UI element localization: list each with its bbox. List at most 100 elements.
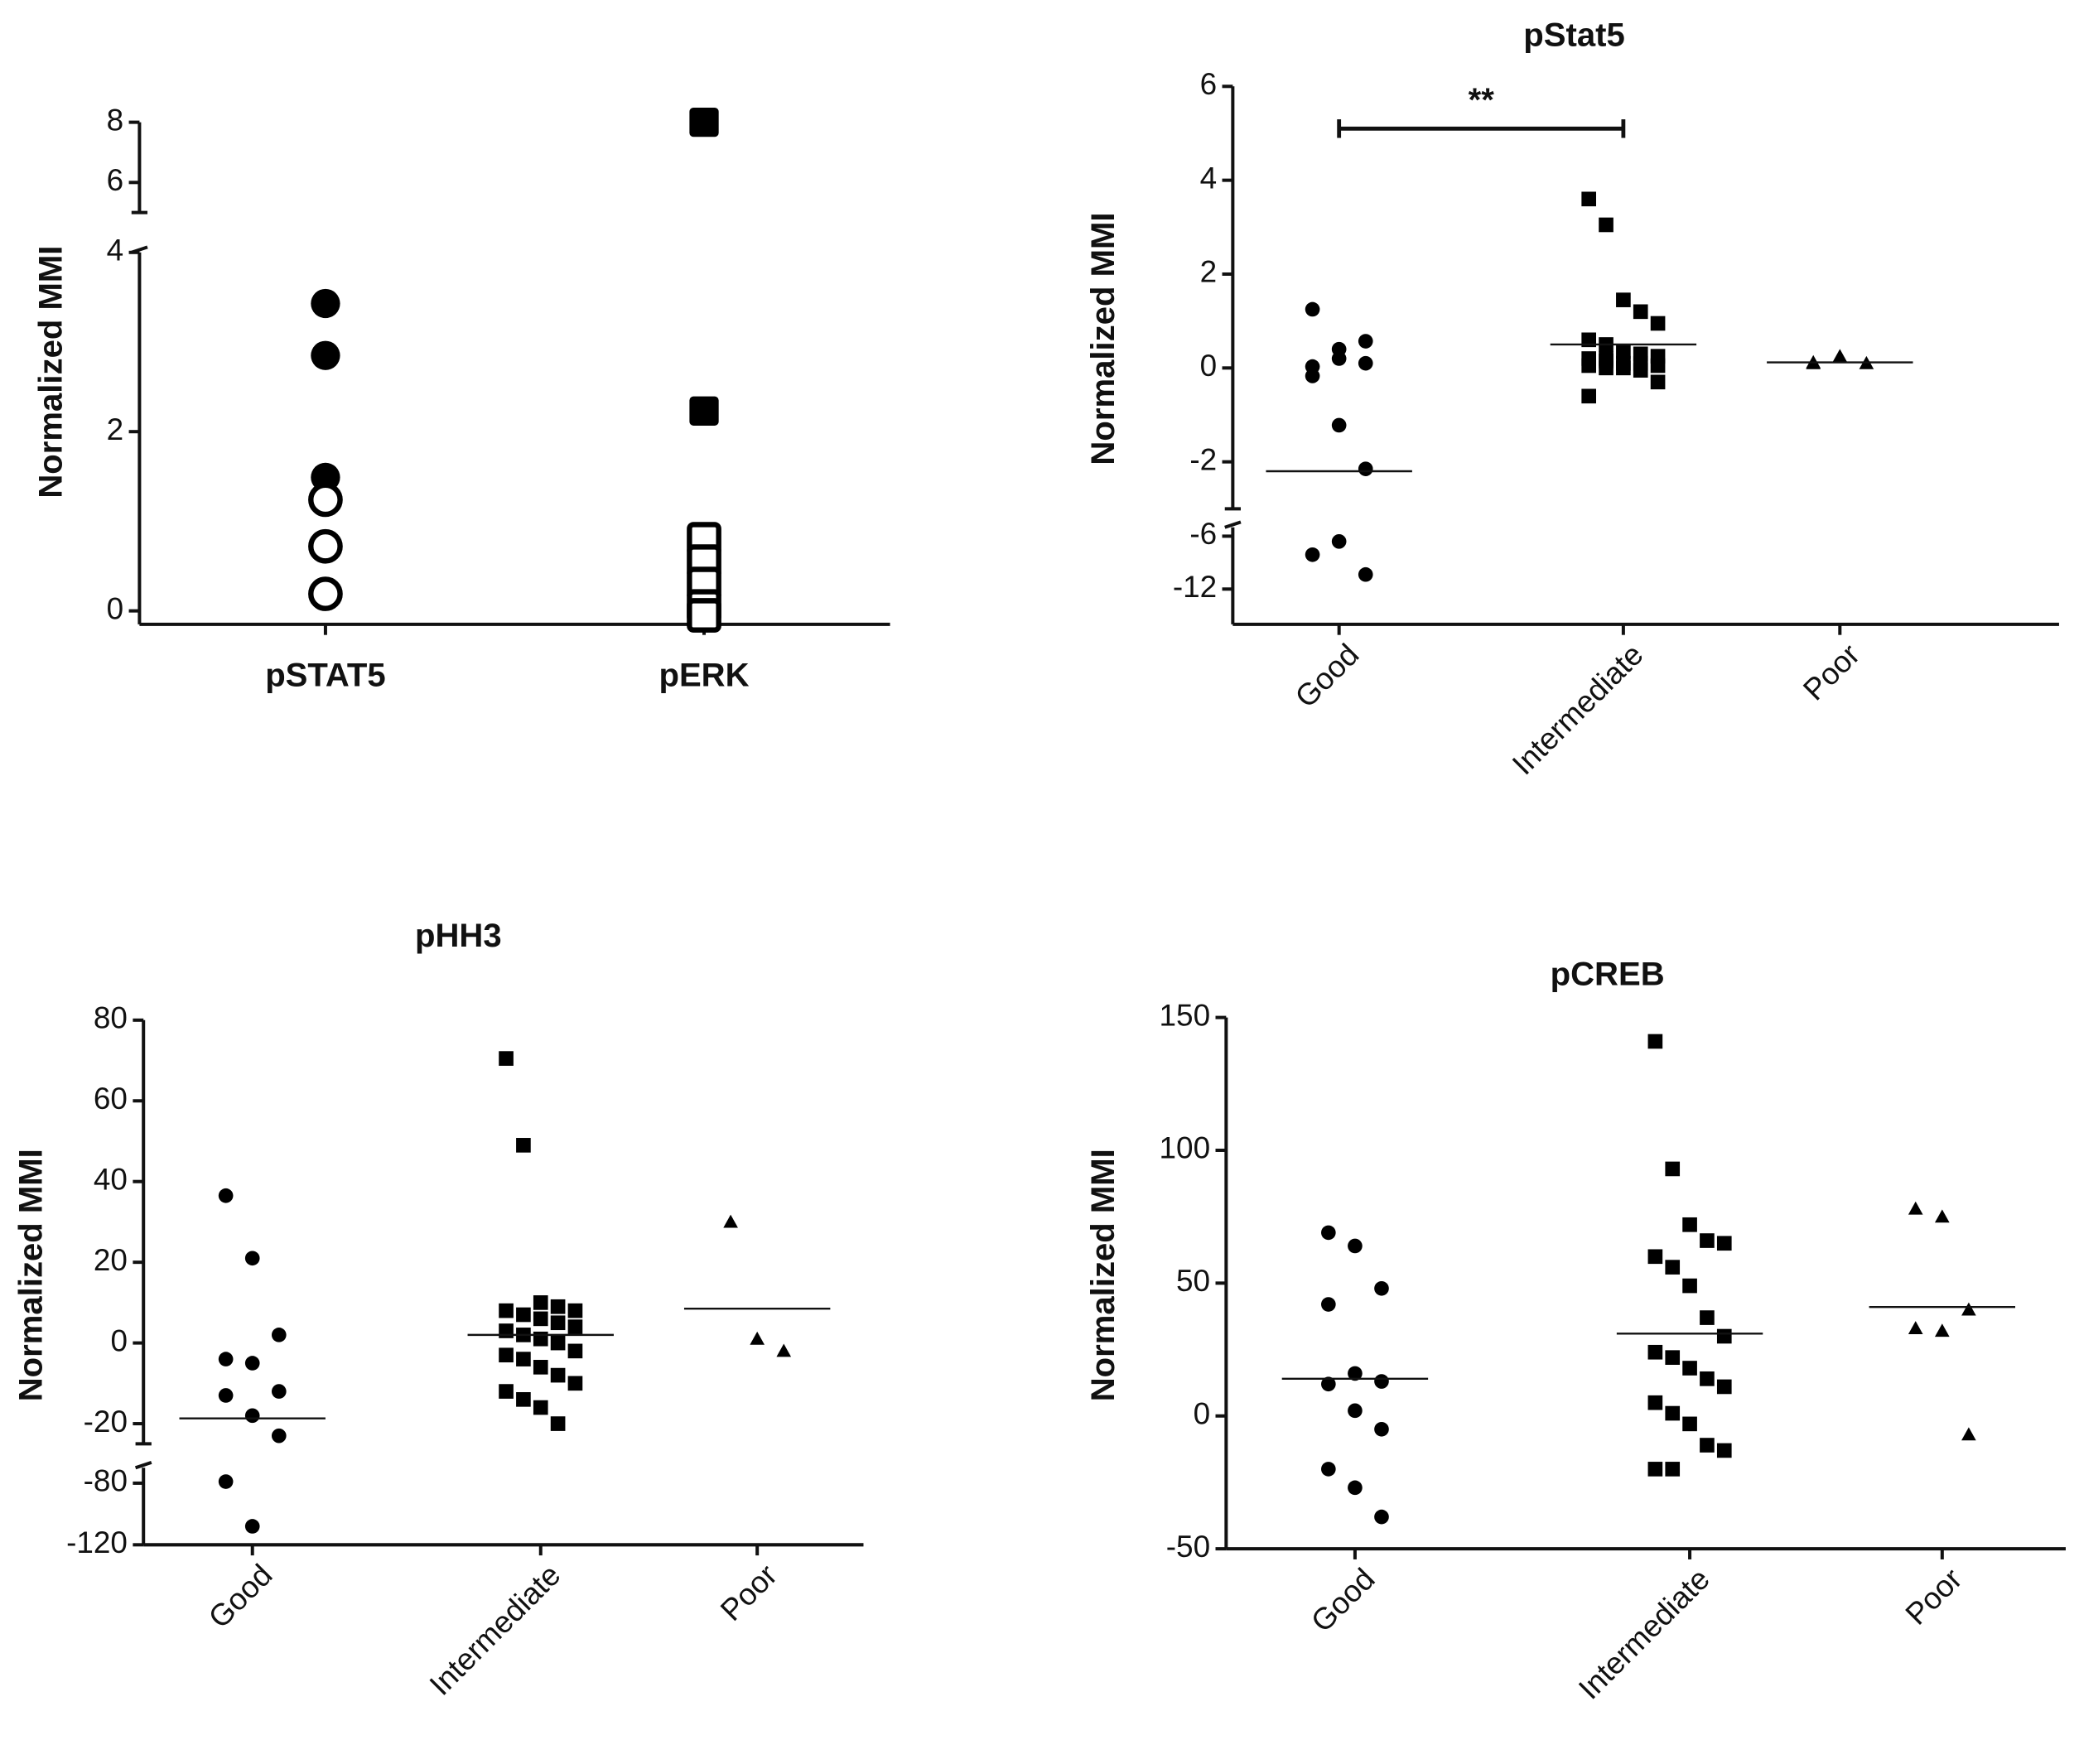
y-axis-label: Normalized MMI: [33, 246, 70, 499]
y-tick-label: 6: [1200, 67, 1218, 101]
point: [1647, 1034, 1663, 1049]
y-tick-label: 2: [1200, 255, 1218, 289]
point: [550, 1367, 566, 1383]
y-tick-label: -80: [84, 1464, 128, 1498]
point: [1581, 358, 1597, 374]
point: [218, 1474, 234, 1489]
point: [1599, 217, 1614, 233]
point: [1616, 344, 1631, 359]
chart-title: pCREB: [1551, 956, 1665, 992]
point: [516, 1307, 531, 1323]
point: [1331, 351, 1347, 366]
point: [1665, 1161, 1681, 1177]
x-tick-label: Good: [1289, 637, 1366, 714]
y-tick-label: 80: [94, 1001, 128, 1035]
x-tick-label: Good: [202, 1558, 279, 1635]
point: [1716, 1379, 1732, 1395]
point: [1682, 1217, 1697, 1232]
point: [533, 1311, 548, 1327]
point: [689, 396, 719, 426]
point: [271, 1428, 287, 1443]
point: [550, 1315, 566, 1331]
point: [1358, 566, 1373, 582]
y-tick-label: 4: [1200, 161, 1218, 195]
y-axis-label: Normalized MMI: [1085, 212, 1122, 465]
y-tick-label: 8: [107, 103, 124, 137]
y-tick-label: -12: [1173, 570, 1217, 604]
point: [550, 1299, 566, 1314]
x-tick-label: Intermediate: [423, 1558, 567, 1702]
point: [1716, 1236, 1732, 1251]
point: [1374, 1509, 1389, 1525]
point: [1908, 1321, 1923, 1334]
point: [499, 1323, 514, 1338]
point: [1321, 1297, 1336, 1312]
y-axis-label: Normalized MMI: [1085, 1149, 1122, 1401]
point: [1682, 1361, 1697, 1376]
y-tick-label: 60: [94, 1082, 128, 1116]
point: [1581, 388, 1597, 404]
point: [1633, 304, 1648, 320]
x-tick-label: Poor: [1797, 637, 1866, 706]
point: [533, 1331, 548, 1347]
y-tick-label: 6: [107, 163, 124, 197]
y-tick-label: 150: [1160, 998, 1211, 1032]
point: [218, 1352, 234, 1366]
point: [1647, 1249, 1663, 1265]
point: [1374, 1280, 1389, 1296]
point: [244, 1408, 260, 1424]
point: [567, 1303, 583, 1318]
y-tick-label: -2: [1189, 442, 1217, 476]
point: [723, 1214, 738, 1228]
point: [1650, 316, 1666, 331]
point: [1832, 349, 1848, 363]
significance-label: **: [1469, 82, 1495, 118]
point: [533, 1295, 548, 1310]
point: [1908, 1201, 1923, 1215]
point: [1650, 358, 1666, 374]
panel: pCREB Normalized MMI -50 0 50 100 150 Good Inter…: [1085, 956, 2066, 1706]
point: [1961, 1302, 1976, 1316]
point: [1321, 1225, 1336, 1241]
y-tick-label: 40: [94, 1162, 128, 1196]
point: [1581, 191, 1597, 207]
point: [218, 1188, 234, 1203]
point: [1581, 332, 1597, 348]
point: [1647, 1344, 1663, 1360]
point: [516, 1138, 531, 1153]
point: [1682, 1278, 1697, 1294]
point: [1305, 369, 1320, 383]
y-axis-label: Normalized MMI: [13, 1149, 50, 1401]
point: [533, 1400, 548, 1415]
point: [271, 1328, 287, 1342]
panel: Normalized MMI 0 2 4 6 8 pSTAT5 pERK: [33, 103, 890, 694]
point: [1665, 1405, 1681, 1421]
point: [1358, 461, 1373, 476]
y-tick-label: 20: [94, 1243, 128, 1277]
y-tick-label: 0: [110, 1323, 128, 1357]
x-tick-label: Poor: [1899, 1562, 1969, 1631]
point: [1348, 1366, 1363, 1381]
point: [516, 1352, 531, 1366]
y-tick-label: 0: [1200, 349, 1218, 383]
y-tick-label: 100: [1160, 1131, 1211, 1165]
point: [550, 1416, 566, 1431]
point: [271, 1384, 287, 1399]
point: [1616, 360, 1631, 376]
point: [567, 1343, 583, 1359]
point: [499, 1384, 514, 1399]
point: [1374, 1421, 1389, 1437]
point: [1374, 1374, 1389, 1389]
point: [308, 576, 343, 611]
point: [567, 1319, 583, 1334]
point: [1700, 1438, 1715, 1453]
point: [311, 340, 340, 370]
point: [311, 288, 340, 319]
point: [1305, 547, 1320, 562]
point: [516, 1392, 531, 1407]
point: [1331, 533, 1347, 549]
point: [1682, 1416, 1697, 1432]
point: [308, 528, 343, 564]
y-tick-label: 2: [107, 412, 124, 446]
